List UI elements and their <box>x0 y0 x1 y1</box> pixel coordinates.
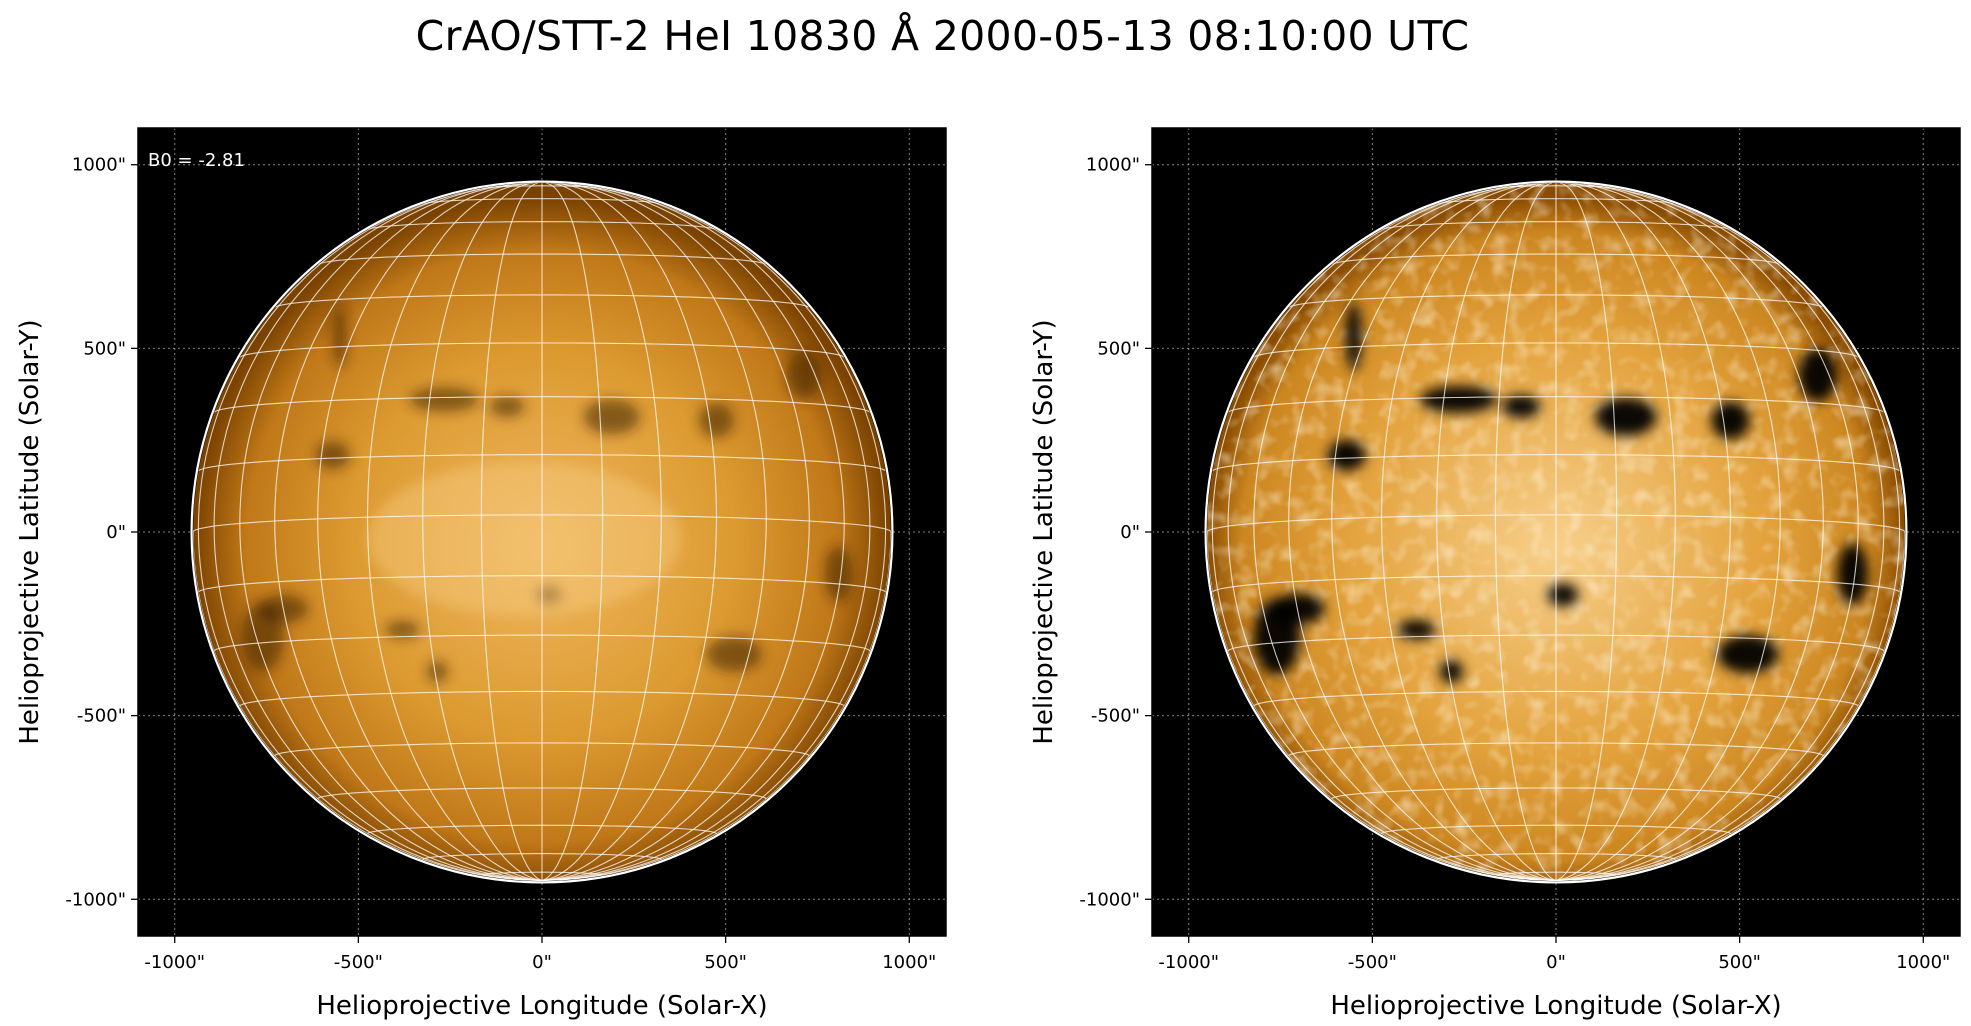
heliographic-gridline <box>1555 183 1732 881</box>
heliographic-gridline <box>480 183 543 881</box>
heliographic-gridline <box>1555 183 1781 881</box>
x-tick-label: -500" <box>334 952 383 973</box>
heliographic-gridline <box>1555 195 1901 881</box>
left-x-ticks: -1000" -500" 0" 500" 1000" <box>144 936 936 973</box>
y-tick-label: -500" <box>77 706 126 727</box>
x-tick-label: -500" <box>1348 952 1397 973</box>
heliographic-gridline <box>1555 183 1618 881</box>
right-x-ticks: -1000" -500" 0" 500" 1000" <box>1158 936 1950 973</box>
heliographic-gridline <box>1555 183 1824 881</box>
left-b0-annotation: B0 = -2.81 <box>148 150 245 171</box>
heliographic-gridline <box>197 195 543 881</box>
figure-title: CrAO/STT-2 HeI 10830 Å 2000-05-13 08:10:… <box>415 12 1470 60</box>
x-tick-label: 1000" <box>1896 952 1950 973</box>
dark-feature <box>332 305 347 369</box>
dark-feature <box>705 636 762 672</box>
dark-feature <box>1547 583 1579 607</box>
heliographic-gridline <box>541 183 718 881</box>
left-y-axis-label: Helioprojective Latitude (Solar-Y) <box>15 319 45 744</box>
dark-feature <box>489 395 525 417</box>
dark-feature <box>1595 397 1657 437</box>
heliographic-gridline <box>541 183 604 881</box>
y-tick-label: 1000" <box>72 155 126 176</box>
dark-feature <box>824 545 853 602</box>
left-x-axis-label: Helioprojective Longitude (Solar-X) <box>316 991 767 1021</box>
dark-feature <box>1798 348 1837 402</box>
heliographic-gridline <box>1253 183 1557 881</box>
heliographic-gridline <box>541 183 810 881</box>
right-panel: -1000" -500" 0" 500" 1000" 1000"500"0"-500"-… <box>1029 127 1961 1021</box>
bright-region <box>367 462 682 616</box>
heliographic-gridline <box>541 531 891 881</box>
x-tick-label: 0" <box>532 952 552 973</box>
x-tick-label: 1000" <box>882 952 936 973</box>
heliographic-gridline <box>1555 183 1859 881</box>
heliographic-gridline <box>274 183 543 881</box>
heliographic-gridline <box>422 183 543 881</box>
y-tick-label: -500" <box>1091 706 1140 727</box>
y-tick-label: -1000" <box>65 889 126 910</box>
heliographic-gridline <box>541 183 845 881</box>
x-tick-label: 500" <box>704 952 747 973</box>
heliographic-gridline <box>1207 531 1557 881</box>
dark-feature <box>1397 620 1436 640</box>
x-tick-label: -1000" <box>1158 952 1219 973</box>
heliographic-gridline <box>239 183 543 881</box>
heliographic-gridline <box>366 183 543 881</box>
heliographic-gridline <box>541 183 662 881</box>
right-limb-circle <box>1204 180 1908 884</box>
dark-feature <box>583 399 640 435</box>
left-disk-features <box>241 305 853 683</box>
left-limb-circle <box>190 180 894 884</box>
heliographic-gridline <box>541 183 767 881</box>
dark-feature <box>426 661 448 683</box>
dark-feature <box>409 387 480 412</box>
x-tick-label: 500" <box>1718 952 1761 973</box>
y-tick-label: 0" <box>106 522 126 543</box>
dark-feature <box>1837 543 1868 605</box>
heliographic-gridline <box>1436 183 1557 881</box>
y-tick-label: 500" <box>1097 338 1140 359</box>
x-tick-label: 0" <box>1546 952 1566 973</box>
dark-feature <box>1419 385 1497 413</box>
y-tick-label: 1000" <box>1086 155 1140 176</box>
dark-feature <box>1711 401 1750 440</box>
x-tick-label: -1000" <box>144 952 205 973</box>
heliographic-gridline <box>1555 183 1676 881</box>
right-heliographic-grid <box>1207 183 1905 881</box>
dark-feature <box>1717 634 1779 674</box>
heliographic-gridline <box>1380 183 1557 881</box>
heliographic-gridline <box>1227 187 1557 881</box>
left-panel: -1000" -500" 0" 500" 1000" 1000"500"0"-500"-… <box>15 127 947 1021</box>
heliographic-gridline <box>1555 531 1905 881</box>
y-tick-label: 0" <box>1120 522 1140 543</box>
right-y-axis-label: Helioprojective Latitude (Solar-Y) <box>1029 319 1059 744</box>
heliographic-gridline <box>193 531 543 881</box>
left-heliographic-grid <box>193 183 891 881</box>
heliographic-gridline <box>213 187 543 881</box>
dark-feature <box>384 620 420 639</box>
dark-feature <box>315 441 351 470</box>
dark-feature <box>1345 302 1362 372</box>
dark-feature <box>1501 394 1541 418</box>
heliographic-gridline <box>1331 183 1557 881</box>
y-tick-label: 500" <box>83 338 126 359</box>
heliographic-gridline <box>1211 195 1557 881</box>
dark-feature <box>786 350 822 400</box>
dark-feature <box>699 402 734 438</box>
heliographic-gridline <box>1494 183 1557 881</box>
heliographic-gridline <box>1555 187 1885 881</box>
dark-feature <box>1327 439 1366 471</box>
heliographic-gridline <box>541 195 887 881</box>
right-x-axis-label: Helioprojective Longitude (Solar-X) <box>1330 991 1781 1021</box>
heliographic-gridline <box>1288 183 1557 881</box>
dark-feature <box>1439 660 1463 684</box>
y-tick-label: -1000" <box>1079 889 1140 910</box>
left-y-ticks: 1000" 500" 0" -500" -1000" <box>65 155 138 910</box>
heliographic-gridline <box>317 183 543 881</box>
right-y-ticks: 1000" 500" 0" -500" -1000" <box>1079 155 1152 910</box>
heliographic-gridline <box>541 187 871 881</box>
